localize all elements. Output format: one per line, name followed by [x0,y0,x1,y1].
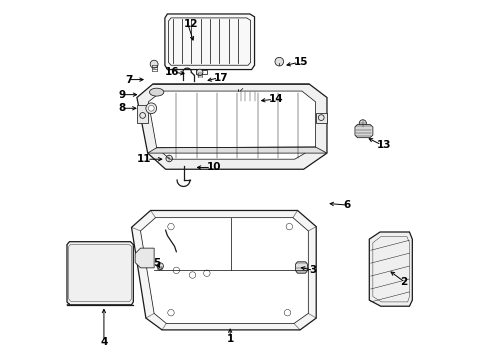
Circle shape [148,105,154,111]
Text: 3: 3 [308,265,316,275]
Text: 7: 7 [125,75,132,85]
Circle shape [359,120,366,127]
Circle shape [274,57,283,66]
Text: 4: 4 [100,337,107,347]
Polygon shape [137,105,148,123]
Text: 14: 14 [268,94,283,104]
Text: 10: 10 [206,162,221,172]
Text: 1: 1 [226,333,233,343]
Ellipse shape [149,88,163,96]
Text: 16: 16 [164,67,179,77]
Polygon shape [131,211,316,330]
Polygon shape [164,14,254,69]
Polygon shape [137,84,326,169]
Text: 11: 11 [137,154,151,164]
Circle shape [145,103,156,114]
Polygon shape [140,218,308,323]
Text: 5: 5 [153,258,160,268]
Text: 13: 13 [376,140,391,150]
Polygon shape [147,147,326,153]
Text: 8: 8 [118,103,125,113]
Text: 12: 12 [183,19,198,29]
Text: 9: 9 [118,90,125,100]
Polygon shape [67,242,133,305]
Circle shape [157,263,163,269]
Circle shape [196,69,203,76]
Circle shape [150,60,158,68]
Polygon shape [148,91,315,159]
Text: 17: 17 [214,73,228,83]
Polygon shape [354,125,372,138]
Text: 6: 6 [343,200,349,210]
Polygon shape [135,248,154,268]
Polygon shape [238,91,257,102]
Text: 15: 15 [293,57,308,67]
Polygon shape [315,113,326,123]
Polygon shape [368,232,411,306]
Polygon shape [295,262,307,273]
Text: 2: 2 [400,277,407,287]
